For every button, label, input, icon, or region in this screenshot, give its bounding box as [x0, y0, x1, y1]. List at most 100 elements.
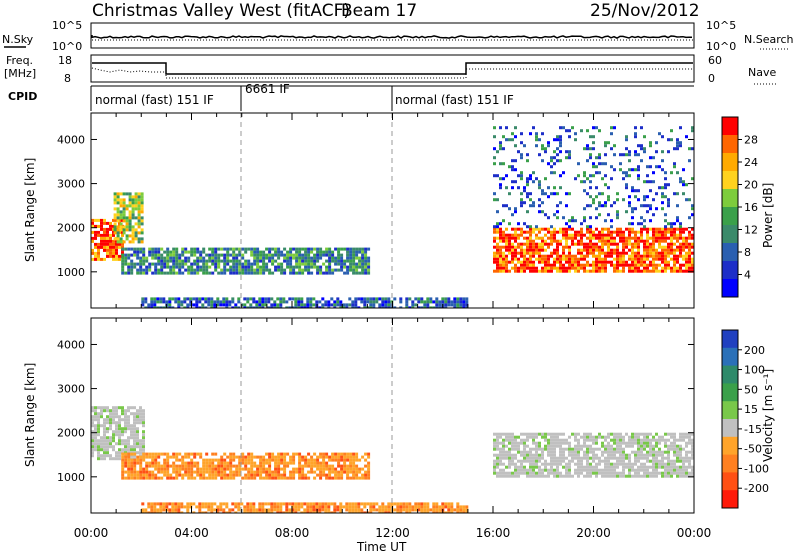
heatmap-cell: [399, 300, 403, 304]
heatmap-cell: [664, 171, 667, 175]
heatmap-cell: [133, 458, 137, 462]
heatmap-cell: [128, 201, 132, 205]
heatmap-cell: [514, 239, 517, 243]
heatmap-cell: [505, 242, 508, 246]
heatmap-cell: [601, 230, 604, 234]
heatmap-cell: [601, 269, 604, 273]
heatmap-cell: [220, 467, 224, 471]
heatmap-cell: [319, 250, 323, 254]
heatmap-cell: [655, 141, 658, 145]
heatmap-cell: [637, 456, 640, 460]
heatmap-cell: [610, 453, 613, 457]
heatmap-cell: [213, 303, 217, 307]
heatmap-cell: [688, 432, 691, 436]
heatmap-cell: [306, 300, 310, 304]
heatmap-cell: [673, 263, 676, 267]
heatmap-cell: [145, 467, 149, 471]
heatmap-cell: [91, 251, 94, 255]
heatmap-cell: [303, 306, 307, 308]
heatmap-cell: [607, 213, 610, 217]
heatmap-cell: [255, 508, 259, 512]
heatmap-cell: [261, 508, 265, 512]
heatmap-cell: [547, 227, 550, 231]
heatmap-cell: [381, 297, 385, 301]
heatmap-cell: [667, 201, 670, 205]
heatmap-cell: [307, 461, 311, 465]
heatmap-cell: [216, 300, 220, 304]
heatmap-cell: [544, 147, 547, 151]
heatmap-cell: [121, 245, 124, 249]
heatmap-cell: [637, 450, 640, 454]
heatmap-cell: [247, 271, 251, 275]
heatmap-cell: [154, 476, 158, 480]
heatmap-cell: [586, 453, 589, 457]
heatmap-cell: [121, 473, 125, 477]
heatmap-cell: [568, 150, 571, 154]
heatmap-cell: [589, 465, 592, 469]
heatmap-cell: [301, 271, 305, 275]
heatmap-cell: [691, 207, 694, 211]
heatmap-cell: [352, 470, 356, 474]
heatmap-cell: [631, 432, 634, 436]
heatmap-cell: [122, 207, 126, 211]
heatmap-cell: [637, 242, 640, 246]
heatmap-cell: [243, 508, 247, 512]
heatmap-cell: [679, 266, 682, 270]
heatmap-cell: [685, 441, 688, 445]
heatmap-cell: [118, 454, 121, 458]
heatmap-cell: [109, 415, 112, 419]
heatmap-cell: [667, 453, 670, 457]
heatmap-cell: [592, 135, 595, 139]
heatmap-cell: [544, 260, 547, 264]
heatmap-cell: [676, 444, 679, 448]
heatmap-cell: [112, 421, 115, 425]
heatmap-cell: [685, 453, 688, 457]
heatmap-cell: [364, 268, 368, 272]
heatmap-cell: [360, 300, 364, 304]
heatmap-cell: [204, 502, 208, 506]
heatmap-cell: [343, 461, 347, 465]
heatmap-cell: [532, 456, 535, 460]
heatmap-cell: [499, 257, 502, 261]
heatmap-cell: [679, 233, 682, 237]
heatmap-cell: [307, 458, 311, 462]
heatmap-cell: [121, 455, 125, 459]
heatmap-cell: [136, 412, 139, 416]
heatmap-cell: [201, 502, 205, 506]
heatmap-cell: [387, 297, 391, 301]
heatmap-cell: [127, 415, 130, 419]
heatmap-cell: [195, 297, 199, 301]
heatmap-cell: [496, 150, 499, 154]
heatmap-cell: [157, 470, 161, 474]
heatmap-cell: [277, 476, 281, 480]
heatmap-cell: [541, 453, 544, 457]
heatmap-cell: [462, 297, 466, 301]
heatmap-cell: [361, 265, 365, 269]
heatmap-cell: [208, 476, 212, 480]
heatmap-cell: [625, 462, 628, 466]
heatmap-cell: [265, 458, 269, 462]
heatmap-cell: [250, 473, 254, 477]
heatmap-cell: [313, 259, 317, 263]
heatmap-cell: [216, 505, 220, 509]
heatmap-cell: [343, 458, 347, 462]
heatmap-cell: [292, 458, 296, 462]
heatmap-cell: [265, 473, 269, 477]
heatmap-cell: [223, 262, 227, 266]
heatmap-cell: [526, 236, 529, 240]
heatmap-cell: [363, 303, 367, 307]
heatmap-cell: [529, 450, 532, 454]
heatmap-cell: [532, 263, 535, 267]
heatmap-cell: [670, 222, 673, 226]
heatmap-cell: [217, 271, 221, 275]
heatmap-cell: [679, 254, 682, 258]
heatmap-cell: [238, 259, 242, 263]
heatmap-cell: [124, 464, 128, 468]
heatmap-cell: [232, 262, 236, 266]
heatmap-cell: [304, 268, 308, 272]
heatmap-cell: [180, 502, 184, 506]
heatmap-cell: [532, 204, 535, 208]
heatmap-cell: [646, 453, 649, 457]
heatmap-cell: [580, 129, 583, 133]
